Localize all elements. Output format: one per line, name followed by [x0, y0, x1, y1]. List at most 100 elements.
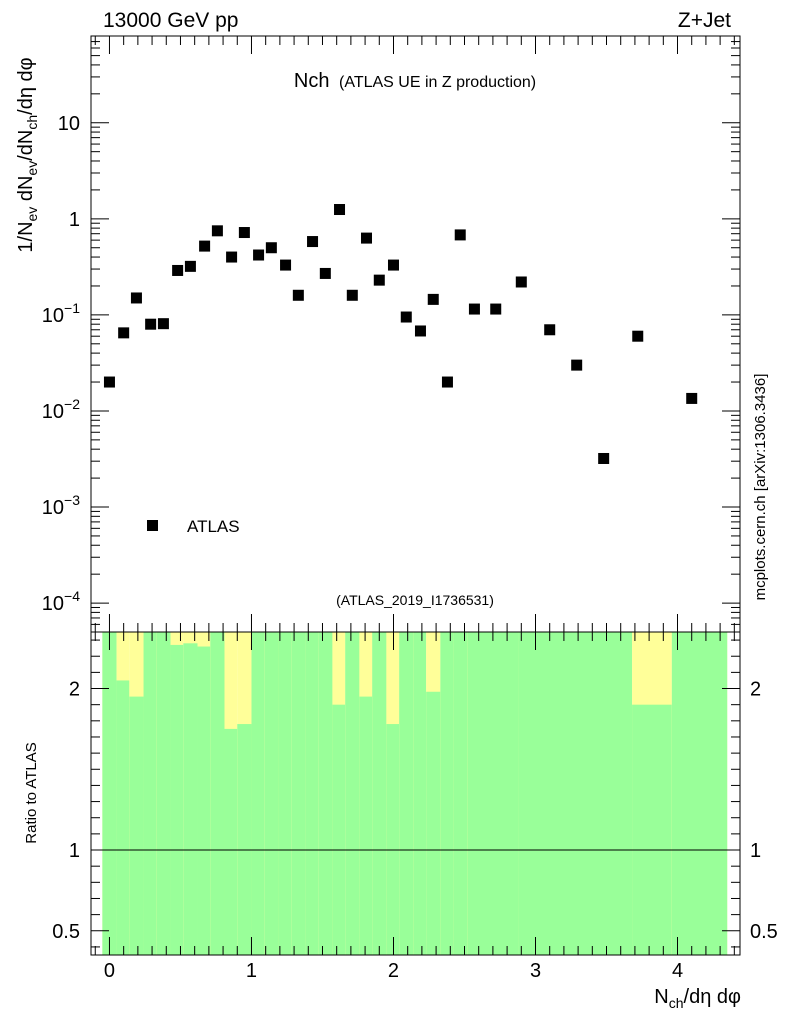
data-point [686, 392, 698, 404]
ratio-inner-band [170, 644, 184, 955]
ratio-inner-band [237, 724, 252, 955]
ratio-inner-band [426, 691, 441, 955]
data-point [118, 327, 130, 339]
ratio-inner-band [386, 724, 400, 955]
data-point [361, 232, 373, 244]
y-tick-label: 10 [58, 113, 80, 135]
ratio-inner-band [318, 632, 333, 955]
ratio-y-axis: 0.5 0.5 1 1 2 2 [52, 639, 778, 948]
ratio-inner-band [129, 696, 144, 955]
main-x-ticks [94, 36, 735, 632]
ratio-inner-band [671, 632, 728, 955]
analysis-id: (ATLAS_2019_I1736531) [336, 592, 494, 608]
ratio-y-axis-label: Ratio to ATLAS [23, 742, 40, 843]
data-point [490, 303, 502, 315]
y-tick-label: 1 [69, 209, 80, 231]
x-tick-label: 3 [530, 960, 541, 982]
data-point [387, 259, 399, 271]
ratio-inner-band [251, 632, 265, 955]
header-right: Z+Jet [678, 9, 731, 32]
x-tick-label: 1 [246, 960, 257, 982]
legend: ATLAS [147, 517, 240, 536]
data-point [598, 452, 610, 464]
ratio-frame [90, 631, 741, 956]
ratio-inner-band [264, 632, 279, 955]
ratio-x-axis: 0 1 2 3 4 [94, 632, 735, 982]
ratio-inner-band [345, 632, 360, 955]
main-panel: 10 1 10−1 10−2 10−3 10−4 Nch (ATLAS UE in Z p… [15, 35, 741, 633]
ratio-inner-band [372, 632, 387, 955]
x-tick-label: 2 [388, 960, 399, 982]
data-point [346, 289, 358, 301]
header-left: 13000 GeV pp [103, 9, 238, 32]
y-tick-label: 10−1 [42, 300, 80, 327]
ratio-y-tick-label-right: 2 [750, 679, 761, 701]
ratio-inner-band [210, 632, 225, 955]
data-point [334, 204, 346, 216]
data-point [468, 303, 480, 315]
chart-title-main: Nch [294, 70, 330, 92]
data-point [571, 359, 583, 371]
ratio-y-tick-label-right: 1 [750, 840, 761, 862]
data-point [253, 249, 265, 261]
ratio-inner-band [453, 632, 468, 955]
data-point [103, 376, 115, 388]
ratio-inner-band [156, 632, 171, 955]
ratio-inner-band [359, 696, 373, 955]
side-label: mcplots.cern.ch [arXiv:1306.3436] [752, 374, 769, 601]
data-point [515, 276, 527, 288]
ratio-inner-band [399, 632, 414, 955]
data-point [400, 311, 412, 323]
ratio-inner-band [143, 632, 157, 955]
ratio-inner-band [197, 646, 211, 955]
ratio-inner-band [632, 704, 672, 955]
data-point [199, 240, 211, 252]
ratio-y-tick-label-right: 0.5 [750, 921, 778, 943]
chart-title-sub: (ATLAS UE in Z production) [339, 74, 536, 91]
data-point [427, 293, 439, 305]
ratio-panel: 0.5 0.5 1 1 2 2 0 1 2 3 4 Ratio to ATLAS Nch/dη d… [23, 631, 778, 1011]
ratio-inner-band [291, 632, 306, 955]
data-point [265, 242, 277, 254]
ratio-y-tick-label-left: 1 [69, 840, 80, 862]
data-point [373, 274, 385, 286]
legend-label: ATLAS [187, 517, 240, 536]
ratio-inner-band [224, 728, 238, 955]
data-point [238, 227, 250, 239]
atlas-data-points [103, 204, 698, 464]
data-point [172, 264, 184, 276]
data-point [632, 330, 644, 342]
main-y-axis: 10 1 10−1 10−2 10−3 10−4 [42, 35, 740, 633]
chart-title: Nch (ATLAS UE in Z production) [294, 70, 536, 92]
ratio-inner-band [440, 632, 454, 955]
x-tick-label: 0 [104, 960, 115, 982]
ratio-inner-band [467, 632, 519, 955]
data-point [292, 289, 304, 301]
y-tick-label: 10−4 [42, 588, 80, 615]
ratio-y-tick-label-left: 2 [69, 679, 80, 701]
ratio-inner-band [305, 632, 319, 955]
data-point [211, 225, 223, 237]
data-point [157, 318, 169, 330]
ratio-y-tick-label-left: 0.5 [52, 921, 80, 943]
y-tick-label: 10−3 [42, 492, 80, 519]
x-axis-label: Nch/dη dφ [654, 986, 741, 1011]
data-point [280, 259, 292, 271]
x-tick-label: 4 [672, 960, 683, 982]
main-y-axis-label: 1/Nev dNev/dNch/dη dφ [15, 57, 40, 252]
ratio-inner-band [332, 704, 346, 955]
data-point [130, 292, 142, 304]
data-point [454, 229, 466, 241]
data-point [319, 267, 331, 279]
data-point [226, 251, 238, 263]
y-tick-label: 10−2 [42, 396, 80, 423]
ratio-inner-band [413, 632, 427, 955]
ratio-inner-band [183, 643, 198, 955]
data-point [414, 325, 426, 337]
ratio-bands [102, 632, 728, 955]
data-point [441, 376, 453, 388]
ratio-inner-band [102, 632, 117, 955]
ratio-inner-band [278, 632, 292, 955]
legend-marker [147, 520, 158, 531]
